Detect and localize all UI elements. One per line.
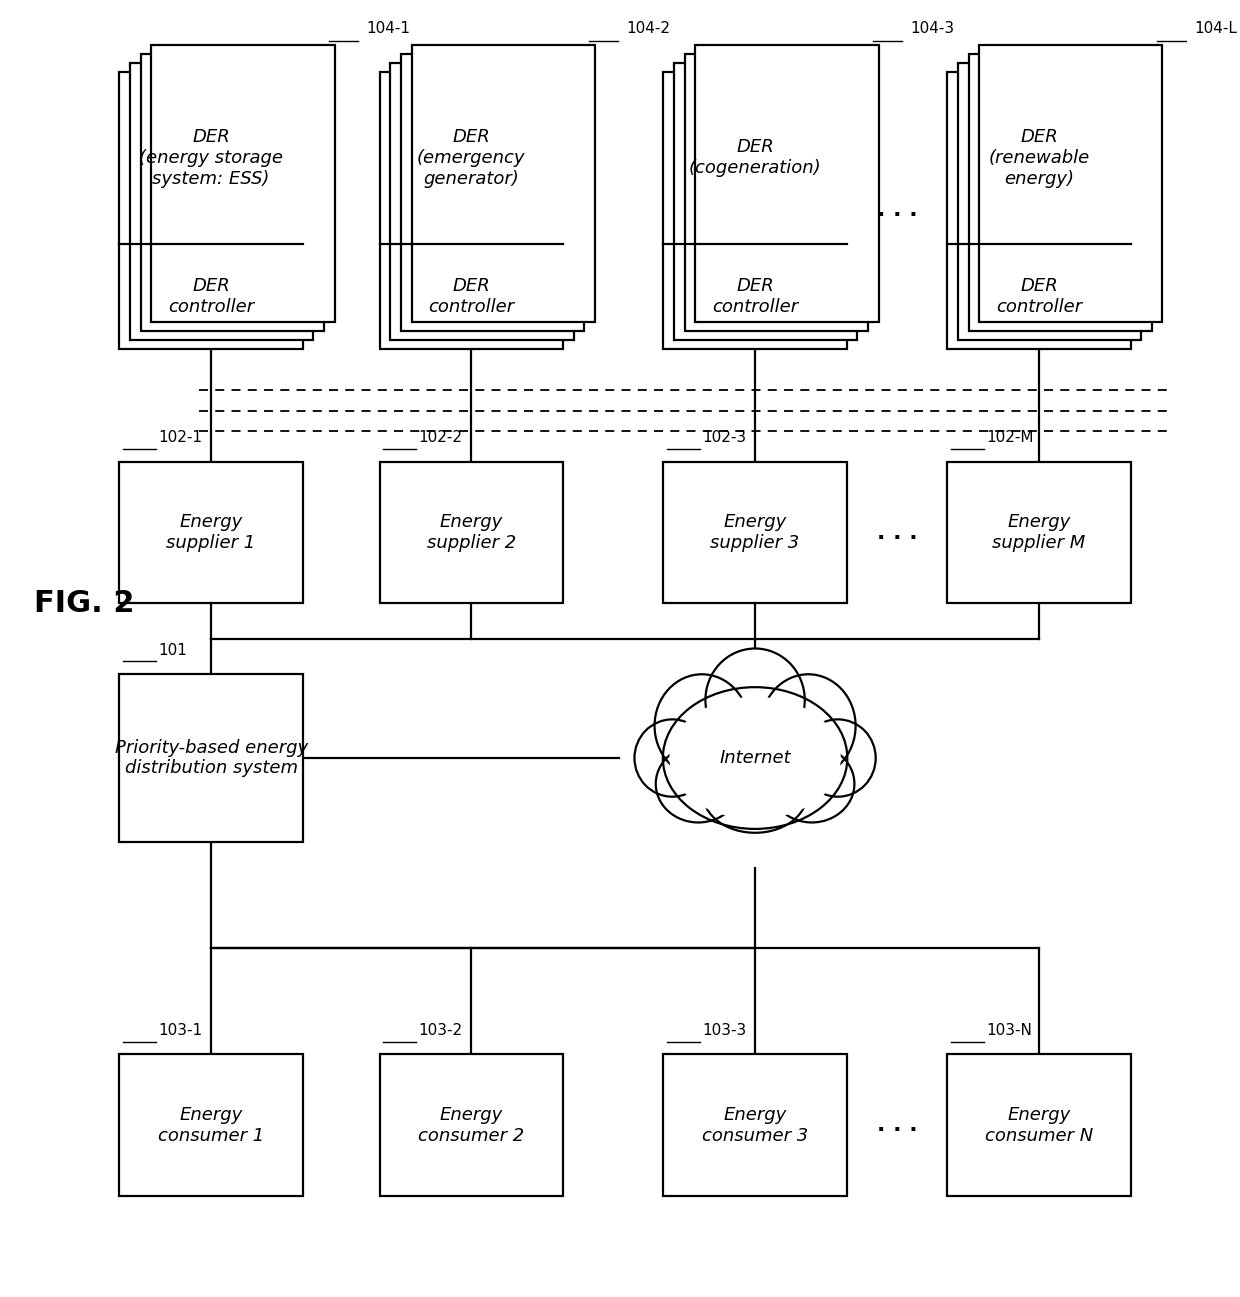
Text: DER
(cogeneration): DER (cogeneration) (688, 139, 821, 178)
Ellipse shape (761, 674, 856, 777)
Bar (663, 71, 847, 349)
Text: DER
controller: DER controller (712, 276, 799, 315)
Bar (119, 71, 303, 349)
Text: Energy
supplier 2: Energy supplier 2 (427, 514, 516, 553)
Text: Energy
supplier M: Energy supplier M (992, 514, 1085, 553)
Ellipse shape (656, 746, 740, 822)
Text: Energy
supplier 1: Energy supplier 1 (166, 514, 255, 553)
Bar (957, 62, 1141, 340)
Bar (119, 462, 303, 603)
Text: . . .: . . . (877, 200, 918, 220)
Text: 103-2: 103-2 (419, 1022, 463, 1038)
Bar (401, 53, 584, 331)
Bar (968, 53, 1152, 331)
Bar (379, 1054, 563, 1196)
Bar (130, 62, 314, 340)
Text: DER
(energy storage
system: ESS): DER (energy storage system: ESS) (139, 128, 283, 188)
Text: DER
controller: DER controller (428, 276, 515, 315)
Ellipse shape (670, 696, 841, 820)
Ellipse shape (706, 648, 805, 751)
Text: 102-M: 102-M (986, 429, 1034, 445)
Text: 104-3: 104-3 (910, 21, 955, 36)
Bar (947, 462, 1131, 603)
Ellipse shape (635, 720, 711, 796)
Text: DER
controller: DER controller (996, 276, 1083, 315)
Text: Energy
consumer N: Energy consumer N (985, 1106, 1092, 1145)
Bar (947, 1054, 1131, 1196)
Bar (696, 45, 879, 322)
Text: DER
controller: DER controller (169, 276, 254, 315)
Bar (119, 1054, 303, 1196)
Ellipse shape (769, 746, 854, 822)
Bar (141, 53, 324, 331)
Text: 102-2: 102-2 (419, 429, 463, 445)
Text: FIG. 2: FIG. 2 (33, 589, 134, 617)
Text: 103-1: 103-1 (159, 1022, 202, 1038)
Bar (379, 71, 563, 349)
Bar (391, 62, 574, 340)
Bar (119, 674, 303, 842)
Bar (379, 462, 563, 603)
Text: Energy
supplier 3: Energy supplier 3 (711, 514, 800, 553)
Text: DER
(emergency
generator): DER (emergency generator) (417, 128, 526, 188)
Text: 101: 101 (159, 642, 187, 658)
Bar (151, 45, 335, 322)
Bar (412, 45, 595, 322)
Ellipse shape (800, 720, 875, 796)
Bar (684, 53, 868, 331)
Ellipse shape (655, 674, 749, 777)
Text: Energy
consumer 1: Energy consumer 1 (157, 1106, 264, 1145)
Bar (663, 462, 847, 603)
Text: 103-N: 103-N (986, 1022, 1032, 1038)
Text: Energy
consumer 3: Energy consumer 3 (702, 1106, 808, 1145)
Text: . . .: . . . (877, 1115, 918, 1135)
Text: Priority-based energy
distribution system: Priority-based energy distribution syste… (114, 738, 308, 777)
Text: 102-1: 102-1 (159, 429, 202, 445)
Text: 104-1: 104-1 (367, 21, 410, 36)
Text: 103-3: 103-3 (702, 1022, 746, 1038)
Bar (980, 45, 1162, 322)
Text: 102-3: 102-3 (702, 429, 746, 445)
Ellipse shape (663, 687, 847, 829)
Bar (663, 1054, 847, 1196)
Text: Internet: Internet (719, 750, 791, 767)
Text: Energy
consumer 2: Energy consumer 2 (418, 1106, 525, 1145)
Text: DER
(renewable
energy): DER (renewable energy) (988, 128, 1090, 188)
Text: 104-L: 104-L (1194, 21, 1238, 36)
Text: . . .: . . . (877, 523, 918, 542)
Bar (675, 62, 857, 340)
Ellipse shape (703, 755, 807, 833)
Bar (947, 71, 1131, 349)
Text: 104-2: 104-2 (626, 21, 671, 36)
